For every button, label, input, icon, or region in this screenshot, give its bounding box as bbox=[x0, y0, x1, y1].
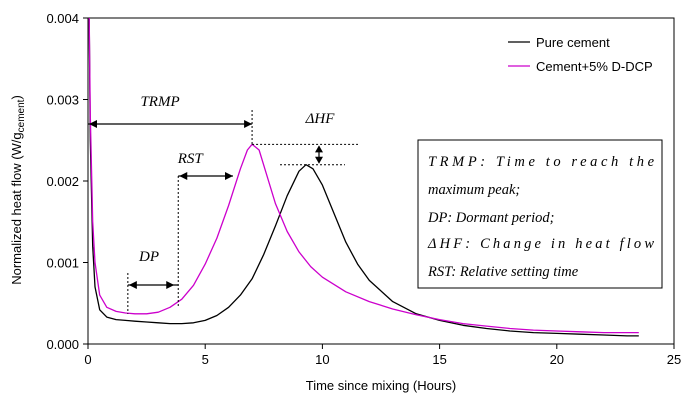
rst-arrowhead-right bbox=[225, 172, 233, 180]
series-line-cement-ddcp bbox=[88, 17, 639, 334]
x-tick-label: 20 bbox=[550, 352, 564, 367]
y-tick-label: 0.004 bbox=[46, 11, 79, 26]
x-tick-label: 10 bbox=[315, 352, 329, 367]
dhf-arrowhead-down bbox=[315, 156, 323, 164]
dp-arrowhead-left bbox=[128, 281, 137, 289]
definition-dp: DP: Dormant period; bbox=[427, 210, 554, 226]
trmp-arrowhead-left bbox=[89, 120, 97, 128]
trmp-arrowhead-right bbox=[244, 120, 253, 128]
dhf-annotation: ΔHF bbox=[305, 111, 336, 127]
x-axis-label: Time since mixing (Hours) bbox=[306, 378, 457, 393]
legend-label-pure-cement: Pure cement bbox=[536, 35, 610, 50]
rst-annotation: RST bbox=[177, 151, 205, 167]
x-tick-label: 25 bbox=[667, 352, 681, 367]
y-axis-label-suffix: ) bbox=[9, 95, 24, 99]
dp-arrowhead-right bbox=[166, 281, 175, 289]
dp-annotation: DP bbox=[138, 249, 159, 265]
y-axis-label: Normalized heat flow (W/gcement) bbox=[9, 95, 27, 285]
x-tick-label: 5 bbox=[202, 352, 209, 367]
definitions-box-frame bbox=[417, 139, 663, 289]
definition-trmp-cont: maximum peak; bbox=[428, 182, 520, 198]
series-line-pure-cement bbox=[88, 17, 639, 337]
x-tick-label: 15 bbox=[432, 352, 446, 367]
y-tick-label: 0.000 bbox=[46, 337, 79, 352]
definition-rst: RST: Relative setting time bbox=[427, 264, 579, 280]
legend: Pure cement Cement+5% D-DCP bbox=[508, 35, 653, 74]
y-tick-label: 0.002 bbox=[46, 174, 79, 189]
legend-label-cement-ddcp: Cement+5% D-DCP bbox=[536, 59, 653, 74]
trmp-annotation: TRMP bbox=[140, 94, 179, 110]
y-tick-label: 0.001 bbox=[46, 256, 79, 271]
dhf-arrowhead-up bbox=[315, 145, 323, 153]
rst-arrowhead-left bbox=[179, 172, 188, 180]
y-axis-label-subscript: cement bbox=[16, 99, 27, 132]
x-tick-label: 0 bbox=[84, 352, 91, 367]
definitions-box: TRMP: Time to reach the maximum peak; DP… bbox=[417, 139, 663, 289]
y-tick-label: 0.003 bbox=[46, 93, 79, 108]
y-axis-label-prefix: Normalized heat flow (W/g bbox=[9, 132, 24, 284]
definition-dhf: ΔHF: Change in heat flow bbox=[427, 236, 654, 252]
